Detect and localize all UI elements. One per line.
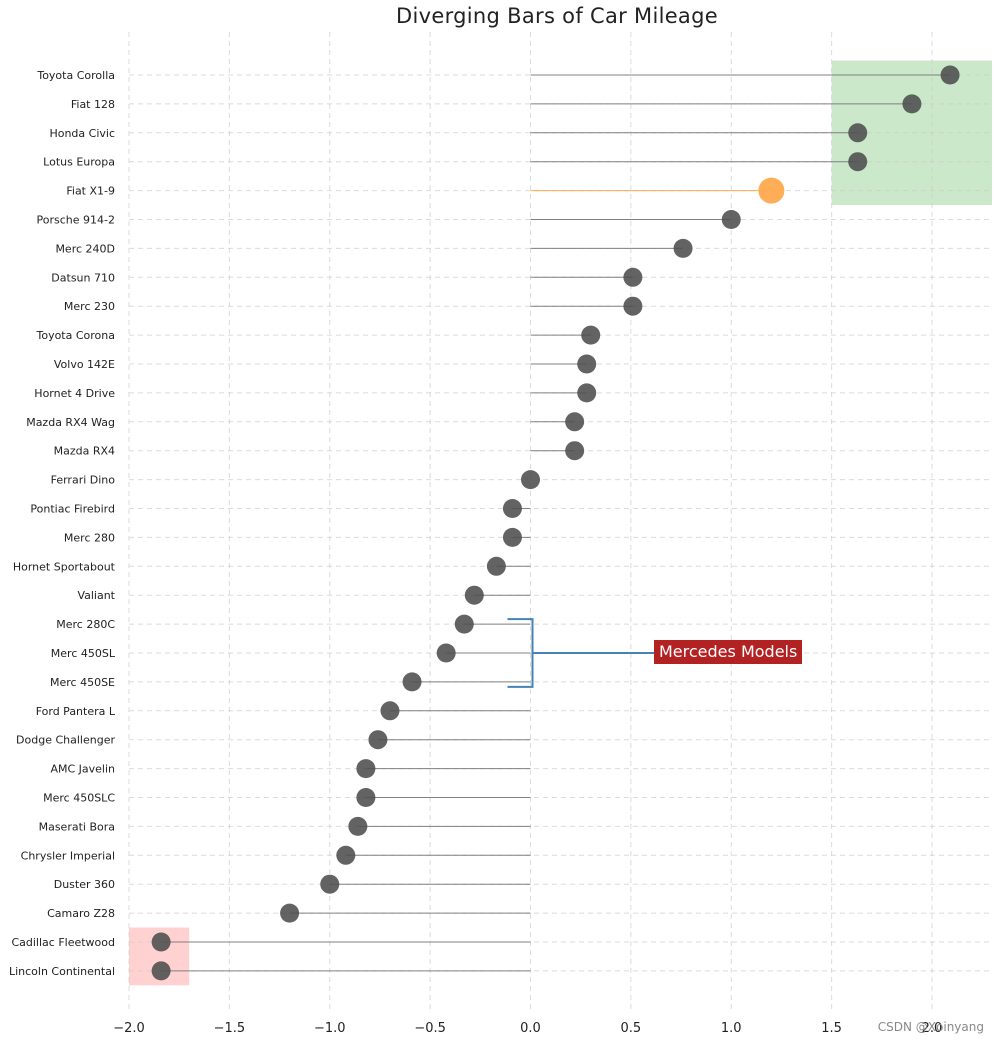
watermark: CSDN @Xoinyang (877, 1020, 984, 1034)
dot-Cadillac Fleetwood (151, 932, 171, 952)
dot-Maserati Bora (348, 816, 368, 836)
y-tick-label: Mazda RX4 (54, 445, 115, 458)
x-tick-label: −1.5 (214, 1021, 246, 1036)
dot-Datsun 710 (623, 267, 643, 287)
x-tick-label: 2.0 (922, 1021, 943, 1036)
dot-Toyota Corolla (940, 65, 960, 85)
dot-Ford Pantera L (380, 701, 400, 721)
y-tick-label: Merc 450SLC (43, 792, 115, 805)
dot-Merc 280 (502, 527, 522, 547)
dot-Honda Civic (848, 123, 868, 143)
y-tick-label: Maserati Bora (39, 820, 115, 833)
x-tick-label: 0.5 (621, 1021, 642, 1036)
dot-Lotus Europa (848, 152, 868, 172)
dot-Camaro Z28 (280, 903, 300, 923)
dot-Dodge Challenger (368, 730, 388, 750)
dot-Hornet 4 Drive (577, 383, 597, 403)
y-tick-label: Hornet 4 Drive (34, 387, 115, 400)
y-tick-label: Merc 280C (56, 618, 115, 631)
y-tick-label: Merc 450SL (51, 647, 116, 660)
dot-Merc 280C (454, 614, 474, 634)
dot-Mazda RX4 Wag (565, 412, 585, 432)
mercedes-annotation-label: Mercedes Models (654, 640, 803, 664)
dot-Ferrari Dino (521, 470, 540, 490)
dot-Mazda RX4 (565, 441, 585, 461)
y-tick-label: Merc 280 (64, 531, 115, 544)
y-tick-label: Valiant (77, 589, 115, 602)
dot-Duster 360 (320, 874, 340, 894)
y-tick-label: Chrysler Imperial (21, 849, 115, 862)
y-tick-label: Fiat 128 (71, 98, 115, 111)
dot-Pontiac Firebird (502, 499, 522, 518)
dot-Porsche 914-2 (721, 210, 741, 229)
dot-Merc 230 (623, 296, 643, 316)
y-tick-label: Merc 240D (55, 242, 115, 255)
dot-Lincoln Continental (151, 961, 171, 981)
dot-Volvo 142E (577, 354, 597, 374)
y-tick-label: Lincoln Continental (9, 965, 115, 978)
x-tick-label: −2.0 (113, 1021, 145, 1036)
dot-Merc 240D (673, 238, 693, 258)
y-tick-label: Honda Civic (49, 127, 115, 140)
x-tick-label: −0.5 (414, 1021, 446, 1036)
y-tick-label: Toyota Corolla (36, 69, 115, 82)
y-tick-label: Pontiac Firebird (30, 503, 115, 516)
y-tick-label: Cadillac Fleetwood (11, 936, 115, 949)
dot-Toyota Corona (581, 325, 601, 345)
x-tick-label: 1.5 (821, 1021, 842, 1036)
dot-Valiant (464, 585, 484, 605)
dot-Fiat 128 (902, 94, 922, 114)
dot-AMC Javelin (356, 759, 376, 779)
y-tick-label: Lotus Europa (43, 156, 115, 169)
y-tick-label: Camaro Z28 (47, 907, 115, 920)
x-tick-label: −1.0 (314, 1021, 346, 1036)
y-tick-label: Mazda RX4 Wag (26, 416, 115, 429)
y-tick-label: Hornet Sportabout (13, 560, 116, 573)
y-tick-label: Porsche 914-2 (37, 214, 115, 227)
y-tick-label: Fiat X1-9 (66, 185, 115, 198)
y-tick-label: Ferrari Dino (51, 474, 116, 487)
y-tick-label: AMC Javelin (50, 763, 115, 776)
y-tick-label: Volvo 142E (54, 358, 115, 371)
x-tick-label: 1.0 (721, 1021, 742, 1036)
y-tick-label: Merc 230 (64, 300, 115, 313)
dot-Merc 450SLC (356, 788, 376, 807)
dot-Merc 450SE (402, 672, 422, 692)
y-tick-label: Toyota Corona (35, 329, 115, 342)
y-tick-label: Dodge Challenger (16, 734, 115, 747)
y-tick-label: Duster 360 (54, 878, 115, 891)
y-tick-label: Ford Pantera L (36, 705, 116, 718)
dot-Hornet Sportabout (486, 556, 506, 576)
dot-Merc 450SL (436, 643, 456, 663)
y-tick-label: Merc 450SE (50, 676, 115, 689)
x-tick-label: 0.0 (520, 1021, 541, 1036)
y-tick-label: Datsun 710 (51, 271, 115, 284)
chart-title: Diverging Bars of Car Mileage (396, 4, 718, 28)
dot-Fiat X1-9 (758, 177, 785, 204)
dot-Chrysler Imperial (336, 845, 356, 865)
